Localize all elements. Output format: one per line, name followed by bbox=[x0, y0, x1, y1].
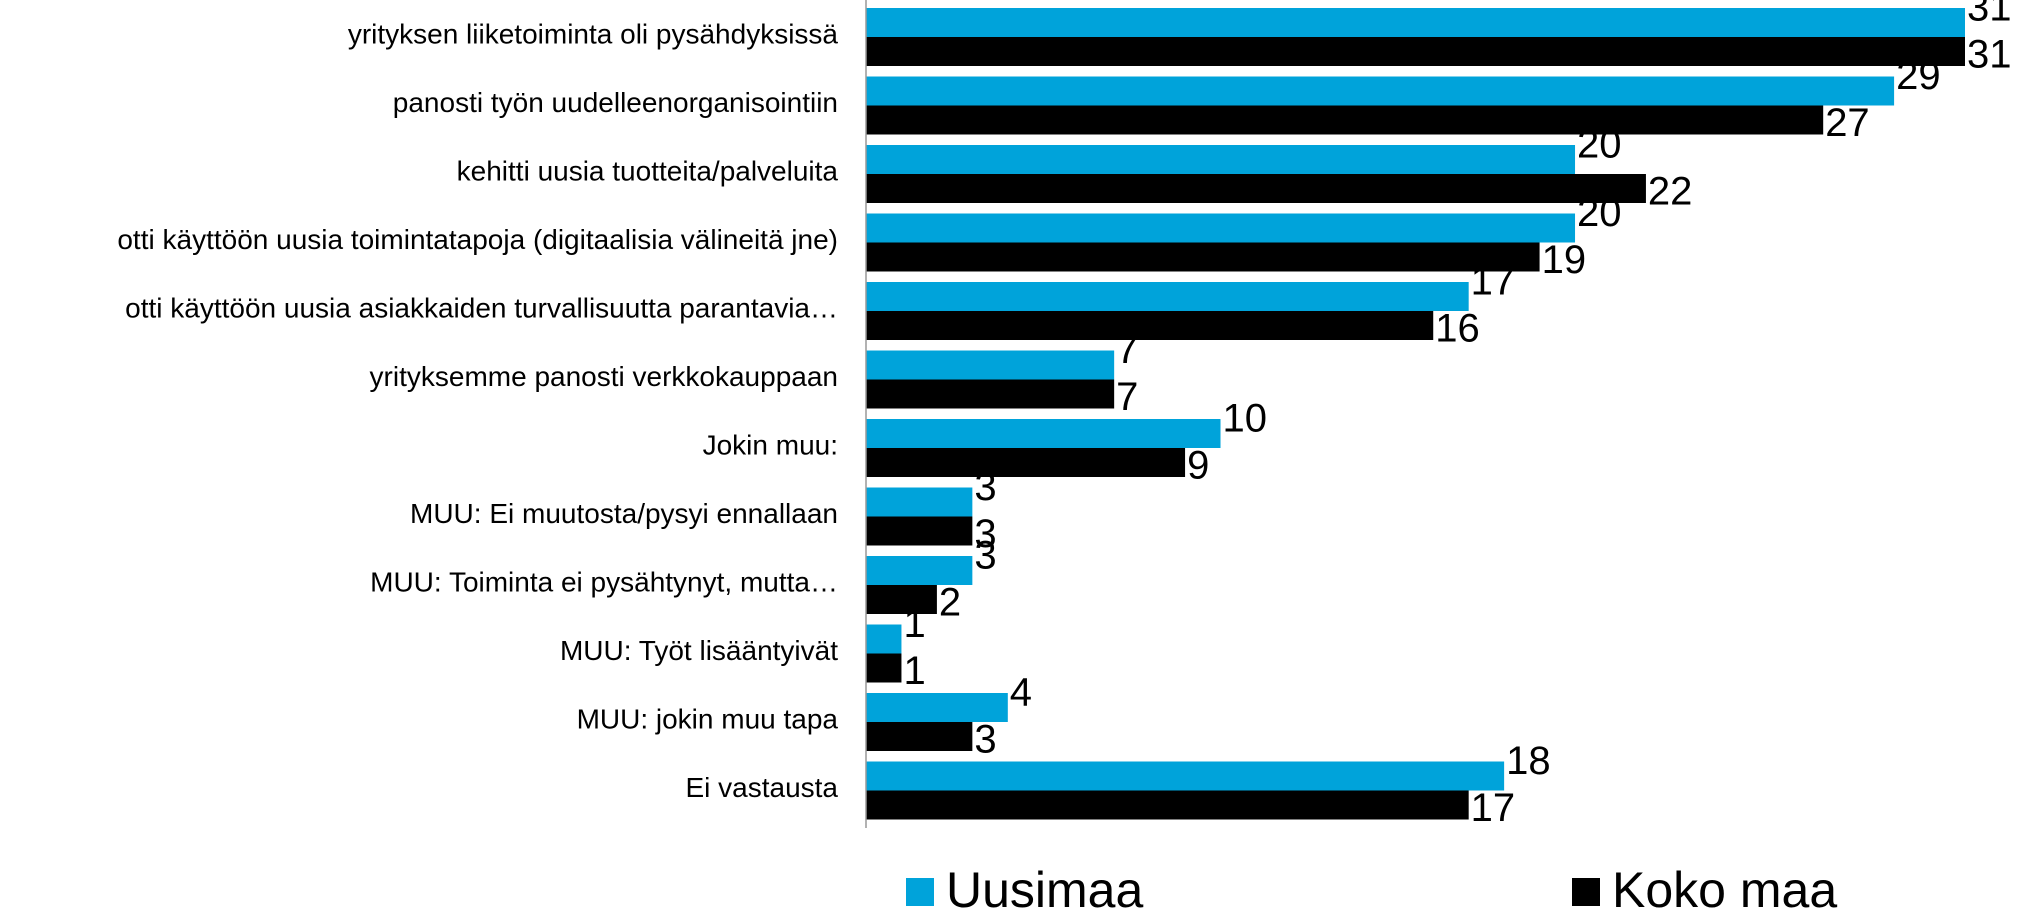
category-label: Ei vastausta bbox=[685, 772, 838, 803]
bar bbox=[866, 624, 902, 654]
bar bbox=[866, 419, 1221, 448]
bar bbox=[866, 761, 1505, 791]
bar bbox=[866, 213, 1576, 243]
bar bbox=[866, 585, 937, 614]
category-label: yrityksen liiketoiminta oli pysähdyksiss… bbox=[348, 19, 839, 50]
category-label: panosti työn uudelleenorganisointiin bbox=[393, 87, 838, 118]
bar bbox=[866, 76, 1895, 106]
category-label: MUU: Toiminta ei pysähtynyt, mutta… bbox=[370, 567, 838, 598]
category-label: otti käyttöön uusia asiakkaiden turvalli… bbox=[125, 293, 838, 324]
bar bbox=[866, 653, 902, 683]
bar bbox=[866, 516, 973, 546]
bar bbox=[866, 556, 973, 585]
value-label: 3 bbox=[974, 512, 996, 556]
category-label: otti käyttöön uusia toimintatapoja (digi… bbox=[117, 224, 838, 255]
value-label: 7 bbox=[1116, 328, 1138, 372]
value-label: 3 bbox=[974, 465, 996, 509]
bar bbox=[866, 282, 1469, 311]
value-label: 29 bbox=[1896, 54, 1941, 98]
value-label: 20 bbox=[1577, 191, 1622, 235]
bar bbox=[866, 350, 1115, 380]
category-label: MUU: Ei muutosta/pysyi ennallaan bbox=[410, 498, 838, 529]
legend-label: Koko maa bbox=[1612, 862, 1837, 915]
value-label: 16 bbox=[1435, 307, 1480, 351]
bar bbox=[866, 379, 1115, 409]
value-label: 22 bbox=[1648, 170, 1693, 214]
bar bbox=[866, 145, 1576, 174]
bar bbox=[866, 487, 973, 517]
category-label: kehitti uusia tuotteita/palveluita bbox=[457, 156, 839, 187]
bar bbox=[866, 174, 1646, 203]
legend-swatch bbox=[906, 878, 934, 906]
bar bbox=[866, 693, 1008, 722]
bar bbox=[866, 448, 1186, 477]
value-label: 17 bbox=[1471, 786, 1516, 830]
legend-swatch bbox=[1572, 878, 1600, 906]
value-label: 9 bbox=[1187, 444, 1209, 488]
legend-label: Uusimaa bbox=[946, 862, 1143, 915]
value-label: 4 bbox=[1010, 671, 1032, 715]
bar bbox=[866, 722, 973, 751]
value-label: 10 bbox=[1223, 397, 1268, 441]
value-label: 18 bbox=[1506, 739, 1551, 783]
bar bbox=[866, 37, 1965, 66]
category-label: yrityksemme panosti verkkokauppaan bbox=[370, 361, 838, 392]
value-label: 3 bbox=[974, 718, 996, 762]
category-label: MUU: jokin muu tapa bbox=[577, 704, 839, 735]
value-label: 31 bbox=[1967, 33, 2012, 77]
bar bbox=[866, 311, 1434, 340]
value-label: 1 bbox=[903, 602, 925, 646]
value-label: 19 bbox=[1542, 238, 1587, 282]
bar bbox=[866, 790, 1469, 820]
category-label: Jokin muu: bbox=[703, 430, 838, 461]
bar bbox=[866, 242, 1540, 272]
value-label: 17 bbox=[1471, 260, 1516, 304]
bar bbox=[866, 105, 1824, 135]
value-label: 31 bbox=[1967, 0, 2012, 30]
category-label: MUU: Työt lisääntyivät bbox=[560, 635, 838, 666]
bar bbox=[866, 8, 1965, 37]
value-label: 3 bbox=[974, 534, 996, 578]
value-label: 2 bbox=[939, 581, 961, 625]
value-label: 20 bbox=[1577, 123, 1622, 167]
value-label: 7 bbox=[1116, 375, 1138, 419]
value-label: 27 bbox=[1825, 101, 1870, 145]
value-label: 1 bbox=[903, 649, 925, 693]
